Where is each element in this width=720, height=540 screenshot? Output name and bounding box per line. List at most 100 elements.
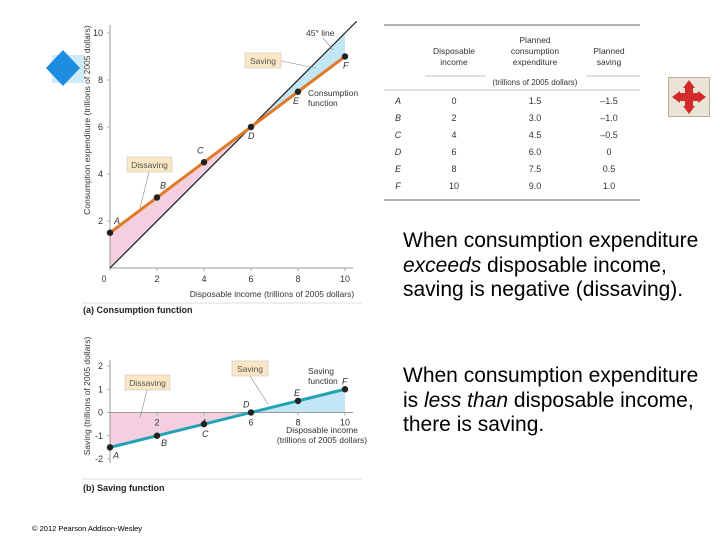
- consumption-function-chart: 0 2 4 6 8 10 2 4 6 8 10 A B C D E F Saving Dissaving 4…: [82, 20, 362, 315]
- table-cell: 0: [451, 96, 456, 106]
- table-cell: 7.5: [529, 164, 542, 174]
- x-tick-label: 6: [248, 274, 253, 284]
- point-c: [200, 159, 208, 166]
- dissaving-label-box: [126, 156, 173, 173]
- line-45-degree: [109, 20, 358, 269]
- saving-pointer: [249, 375, 269, 405]
- line-45-pointer: [322, 37, 334, 51]
- table-cell: –1.0: [600, 113, 618, 123]
- table-cell: 4.5: [529, 130, 542, 140]
- text-1-after: disposable income, saving is negative (d…: [403, 253, 684, 302]
- table-cell: 10: [449, 181, 459, 191]
- x-axis-label: Disposable income (trillions of 2005 dol…: [190, 289, 355, 299]
- table-cell: 6: [451, 147, 456, 157]
- y-tick-label: 0: [98, 408, 103, 418]
- text-2-after: disposable income, there is saving.: [403, 388, 694, 437]
- dissaving-pointer: [139, 171, 150, 209]
- dissaving-label-box: [124, 374, 171, 391]
- point-d: [247, 409, 255, 416]
- y-tick-label: 8: [98, 75, 103, 85]
- y-ticks: 2 1 0 -1 -2: [95, 361, 110, 464]
- dissaving-pointer: [139, 389, 148, 419]
- saving-pointer: [280, 60, 317, 69]
- table-cell: 0: [606, 147, 611, 157]
- table-cell: 3.0: [529, 113, 542, 123]
- point-label-b: B: [160, 181, 166, 191]
- point-label-e: E: [294, 388, 301, 398]
- point-label-d: D: [248, 131, 255, 141]
- point-a: [106, 444, 114, 451]
- x-tick-label: 2: [154, 274, 159, 284]
- saving-function-line: [109, 387, 346, 449]
- table-rows: A 0 1.5 –1.5 B 2 3.0 –1.0 C 4 4.5 –0.5 D 6 6.0 0 E 8 7.5 0.…: [394, 96, 618, 191]
- table-units: (trillions of 2005 dollars): [493, 78, 578, 87]
- point-a: [106, 229, 114, 236]
- saving-label-box: [244, 52, 282, 69]
- four-way-arrows-icon[interactable]: [668, 77, 710, 117]
- point-f: [341, 386, 349, 393]
- saving-function-label-2: function: [308, 376, 338, 386]
- x-tick-label: 8: [295, 274, 300, 284]
- point-label-c: C: [202, 429, 209, 439]
- consumption-function-label-1: Consumption: [308, 88, 358, 98]
- table-cell: C: [395, 130, 402, 140]
- x-ticks: 0 2 4 6 8 10: [101, 268, 350, 284]
- consumption-function-label-2: function: [308, 98, 338, 108]
- table-cell: –1.5: [600, 96, 618, 106]
- y-ticks: 2 4 6 8 10: [93, 28, 110, 226]
- text-1-emphasis: exceeds: [403, 253, 482, 277]
- table-cell: B: [395, 113, 401, 123]
- explanation-dissaving: When consumption expenditure exceeds dis…: [403, 229, 703, 303]
- points: A B C D E F: [106, 53, 349, 236]
- point-label-f: F: [342, 376, 348, 386]
- point-b: [153, 432, 161, 439]
- table-cell: E: [395, 164, 402, 174]
- arrows: [672, 80, 706, 114]
- y-tick-label: 2: [98, 216, 103, 226]
- x-axis-label-2: (trillions of 2005 dollars): [277, 435, 367, 445]
- point-b: [153, 194, 161, 201]
- point-label-b: B: [161, 438, 167, 448]
- consumption-function-line: [109, 55, 346, 234]
- point-label-e: E: [293, 96, 300, 106]
- table-header-cell: Planned: [519, 35, 550, 45]
- point-e: [294, 397, 302, 405]
- saving-label: Saving: [237, 364, 263, 374]
- table-cell: 0.5: [603, 164, 616, 174]
- y-axis-label: Consumption expenditure (trillions of 20…: [82, 25, 92, 215]
- y-tick-label: 4: [98, 169, 103, 179]
- table-header-cell: income: [440, 57, 468, 67]
- x-tick-label: 2: [154, 418, 159, 428]
- saving-label: Saving: [250, 56, 276, 66]
- line-45-label: 45° line: [306, 28, 335, 38]
- table-cell: 1.0: [603, 181, 616, 191]
- explanation-saving: When consumption expenditure is less tha…: [403, 364, 703, 438]
- x-tick-label: 4: [201, 274, 206, 284]
- table-cell: 8: [451, 164, 456, 174]
- dissaving-label: Dissaving: [131, 160, 168, 170]
- y-tick-label: 6: [98, 122, 103, 132]
- x-tick-label: 6: [248, 418, 253, 428]
- points: A B C D E F: [106, 376, 349, 460]
- diamond-icon: [46, 50, 84, 86]
- x-tick-label: 10: [340, 274, 350, 284]
- text-2-emphasis: less than: [424, 388, 509, 412]
- saving-function-label-1: Saving: [308, 366, 334, 376]
- y-axis-label: Saving (trillions of 2005 dollars): [82, 337, 92, 456]
- table-headers: DisposableincomePlannedconsumptionexpend…: [433, 35, 625, 67]
- table-cell: 4: [451, 130, 456, 140]
- table-header-cell: saving: [597, 57, 622, 67]
- point-e: [294, 88, 302, 95]
- text-2-before: When consumption expenditure is: [403, 364, 699, 412]
- table-header-cell: consumption: [511, 46, 559, 56]
- chart-caption: (b) Saving function: [83, 483, 165, 493]
- point-label-d: D: [243, 400, 250, 410]
- table-cell: 2: [451, 113, 456, 123]
- schedule-table: DisposableincomePlannedconsumptionexpend…: [384, 24, 640, 201]
- y-tick-label: -2: [95, 454, 103, 464]
- point-label-a: A: [112, 450, 119, 460]
- point-label-a: A: [113, 216, 120, 226]
- x-axis-label-1: Disposable income: [286, 425, 358, 435]
